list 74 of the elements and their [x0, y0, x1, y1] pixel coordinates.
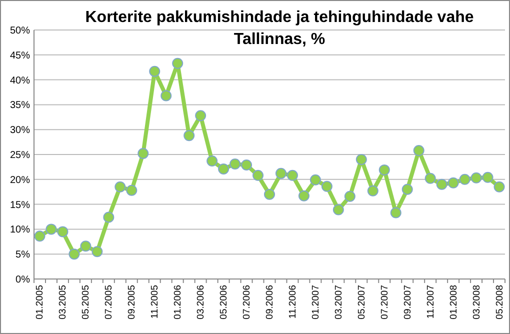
x-tick-label: 01.2005: [34, 285, 46, 320]
point: [46, 224, 57, 235]
point: [218, 163, 230, 174]
x-tick-label: 11.2007: [425, 285, 436, 319]
point: [114, 181, 126, 192]
point: [321, 180, 332, 192]
x-tick-label: 03.2008: [471, 285, 482, 320]
y-tick-label: 10%: [10, 224, 30, 236]
x-tick-label: 03.2007: [333, 285, 344, 320]
point: [367, 185, 378, 196]
point: [402, 184, 413, 195]
chart-title: Korterite pakkumishindade ja tehinguhindade vahe Tallinnas, %: [85, 9, 474, 48]
y-tick-label: 15%: [10, 200, 30, 211]
point: [436, 178, 448, 190]
y-tick-label: 40%: [10, 75, 30, 86]
x-tick-label: 01.2006: [172, 285, 184, 320]
x-tick-label: 09.2005: [126, 285, 138, 320]
point: [332, 204, 344, 216]
point: [298, 190, 310, 202]
x-tick-label: 07.2006: [242, 285, 253, 320]
point: [34, 230, 46, 242]
point: [459, 174, 470, 185]
point: [92, 246, 103, 258]
point: [172, 58, 184, 69]
x-tick-label: 05.2007: [356, 285, 368, 320]
x-tick-label: 05.2006: [218, 285, 230, 320]
y-tick-label: 0%: [16, 274, 30, 286]
x-tick-label: 09.2006: [264, 285, 276, 320]
point: [310, 174, 321, 186]
x-tick-label: 11.2005: [150, 285, 161, 319]
point: [241, 159, 252, 170]
point: [494, 181, 505, 192]
point: [80, 240, 92, 252]
x-tick-label: 01.2007: [310, 285, 322, 320]
x-tick-label: 05.2008: [494, 285, 506, 320]
point: [57, 226, 68, 238]
point: [470, 172, 482, 184]
point: [195, 110, 206, 122]
x-tick-label: 01.2008: [448, 285, 460, 320]
y-tick-label: 5%: [16, 250, 30, 261]
x-tick-label: 05.2005: [80, 285, 92, 320]
y-tick-label: 50%: [10, 26, 30, 36]
point: [184, 130, 195, 142]
point: [252, 170, 264, 181]
point: [424, 172, 436, 184]
x-tick-label: 11.2006: [287, 285, 298, 319]
point: [68, 248, 80, 260]
point: [482, 172, 494, 183]
y-tick-label: 45%: [10, 50, 30, 62]
x-tick-label: 07.2007: [379, 285, 390, 320]
x-tick-label: 03.2006: [196, 285, 207, 320]
x-tick-label: 07.2005: [104, 285, 115, 320]
point: [264, 188, 275, 200]
y-tick-label: 35%: [10, 100, 30, 112]
y-tick-label: 20%: [10, 174, 30, 186]
x-tick-label: 09.2007: [402, 285, 414, 320]
point: [138, 148, 149, 160]
x-tick-label: 03.2005: [58, 285, 69, 320]
point: [149, 66, 160, 77]
point: [275, 168, 286, 179]
point: [206, 155, 218, 166]
point: [230, 158, 241, 170]
y-tick-label: 25%: [10, 150, 30, 161]
y-tick-label: 30%: [10, 125, 30, 136]
point: [448, 177, 459, 188]
point: [356, 154, 367, 165]
point: [286, 170, 298, 181]
point: [103, 212, 114, 223]
point: [413, 145, 424, 156]
point: [390, 207, 402, 218]
point: [378, 164, 390, 176]
point: [160, 90, 172, 102]
point: [126, 184, 138, 196]
point: [344, 190, 356, 202]
